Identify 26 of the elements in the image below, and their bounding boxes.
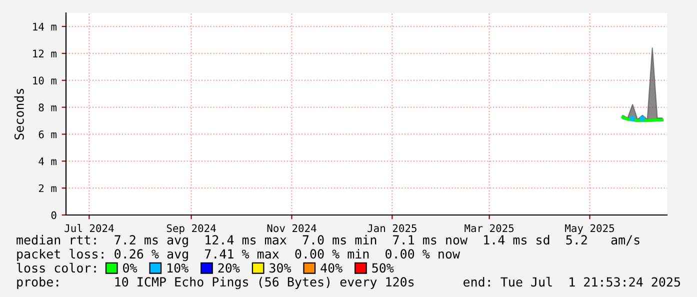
text: median rtt: 7.2 ms avg 12.4 ms max 7.0 ms min 7.1 ms now 1.4 ms sd 5.2 am/s <box>16 234 640 248</box>
y-tick-label: 14 m <box>33 22 56 30</box>
legend-title: loss color: <box>16 262 96 273</box>
x-tick-label: Jul 2024 <box>64 224 114 232</box>
x-tick-label: Nov 2024 <box>267 224 316 232</box>
y-tick-label: 0 <box>51 211 56 220</box>
x-tick-label: May 2025 <box>565 224 614 234</box>
y-tick-label: 6 m <box>38 130 56 138</box>
legend-label: 40% <box>320 263 342 273</box>
x-tick-label: Sep 2024 <box>166 224 216 234</box>
y-tick-label: 10 m <box>33 76 56 84</box>
y-axis-title: Seconds <box>14 88 24 140</box>
y-tick-label: 4 m <box>38 158 56 166</box>
y-tick-label: 2 m <box>38 184 56 192</box>
x-tick-label: Jan 2025 <box>368 224 416 232</box>
y-tick-label: 8 m <box>38 104 56 112</box>
text: end: Tue Jul 1 21:53:24 2025 <box>464 276 680 287</box>
legend-label: 10% <box>168 263 188 273</box>
legend-label: 50% <box>372 263 394 273</box>
text: probe: 10 ICMP Echo Pings (56 Bytes) every 120s <box>17 276 414 290</box>
legend-label: 30% <box>270 263 292 273</box>
y-tick-label: 12 m <box>33 50 56 58</box>
legend-label: 20% <box>218 263 240 273</box>
text: packet loss: 0.26 % avg 7.41 % max 0.00 % min 0.00 % now <box>17 248 460 262</box>
x-tick-label: Mar 2025 <box>464 224 514 232</box>
legend-label: 0% <box>123 263 138 273</box>
